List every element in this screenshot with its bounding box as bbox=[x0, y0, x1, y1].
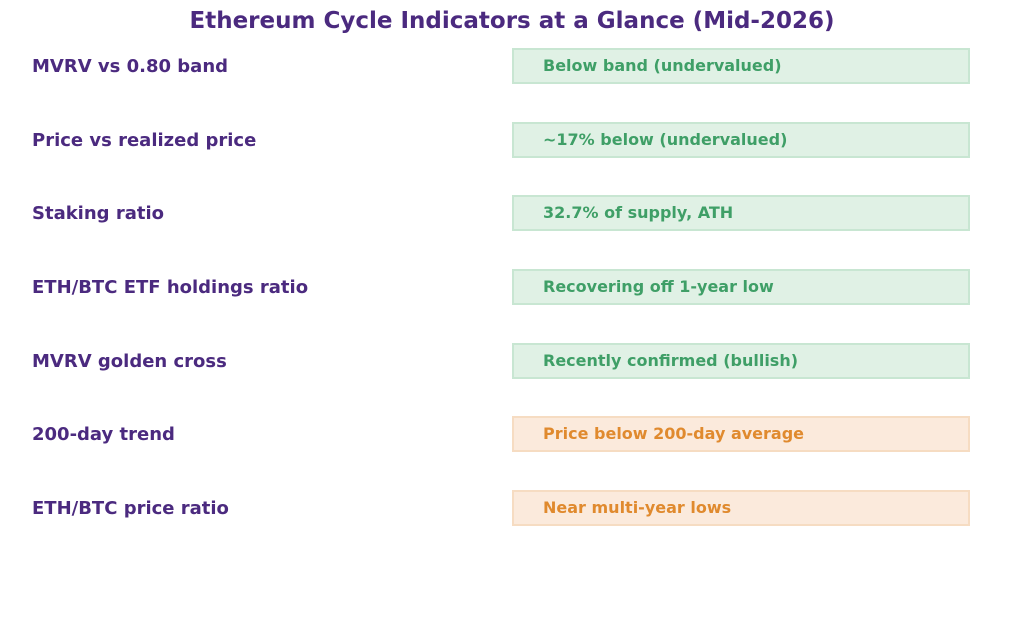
status-text: 32.7% of supply, ATH bbox=[543, 203, 734, 222]
status-text: Recovering off 1-year low bbox=[543, 277, 774, 296]
indicator-label: MVRV vs 0.80 band bbox=[32, 56, 229, 77]
status-text: Near multi-year lows bbox=[543, 498, 732, 517]
indicator-row-realized-price: Price vs realized price ~17% below (unde… bbox=[0, 121, 1024, 161]
indicator-label: ETH/BTC price ratio bbox=[32, 498, 229, 519]
page-title: Ethereum Cycle Indicators at a Glance (M… bbox=[189, 8, 835, 34]
indicator-label: 200-day trend bbox=[32, 424, 175, 445]
status-badge: 32.7% of supply, ATH bbox=[512, 195, 970, 231]
status-text: ~17% below (undervalued) bbox=[543, 130, 788, 149]
indicator-row-staking-ratio: Staking ratio 32.7% of supply, ATH bbox=[0, 194, 1024, 234]
status-badge: Recently confirmed (bullish) bbox=[512, 343, 970, 379]
status-text: Price below 200-day average bbox=[543, 424, 805, 443]
status-text: Recently confirmed (bullish) bbox=[543, 351, 799, 370]
indicator-row-mvrv-band: MVRV vs 0.80 band Below band (undervalue… bbox=[0, 47, 1024, 87]
indicator-row-etf-holdings: ETH/BTC ETF holdings ratio Recovering of… bbox=[0, 268, 1024, 308]
indicator-row-golden-cross: MVRV golden cross Recently confirmed (bu… bbox=[0, 342, 1024, 382]
status-badge: ~17% below (undervalued) bbox=[512, 122, 970, 158]
indicator-label: Staking ratio bbox=[32, 203, 164, 224]
indicator-label: Price vs realized price bbox=[32, 130, 257, 151]
status-badge: Price below 200-day average bbox=[512, 416, 970, 452]
status-badge: Near multi-year lows bbox=[512, 490, 970, 526]
status-badge: Recovering off 1-year low bbox=[512, 269, 970, 305]
indicator-row-eth-btc-ratio: ETH/BTC price ratio Near multi-year lows bbox=[0, 489, 1024, 529]
status-text: Below band (undervalued) bbox=[543, 56, 782, 75]
status-badge: Below band (undervalued) bbox=[512, 48, 970, 84]
indicator-label: ETH/BTC ETF holdings ratio bbox=[32, 277, 309, 298]
indicator-row-200-day-trend: 200-day trend Price below 200-day averag… bbox=[0, 415, 1024, 455]
indicator-label: MVRV golden cross bbox=[32, 351, 227, 372]
